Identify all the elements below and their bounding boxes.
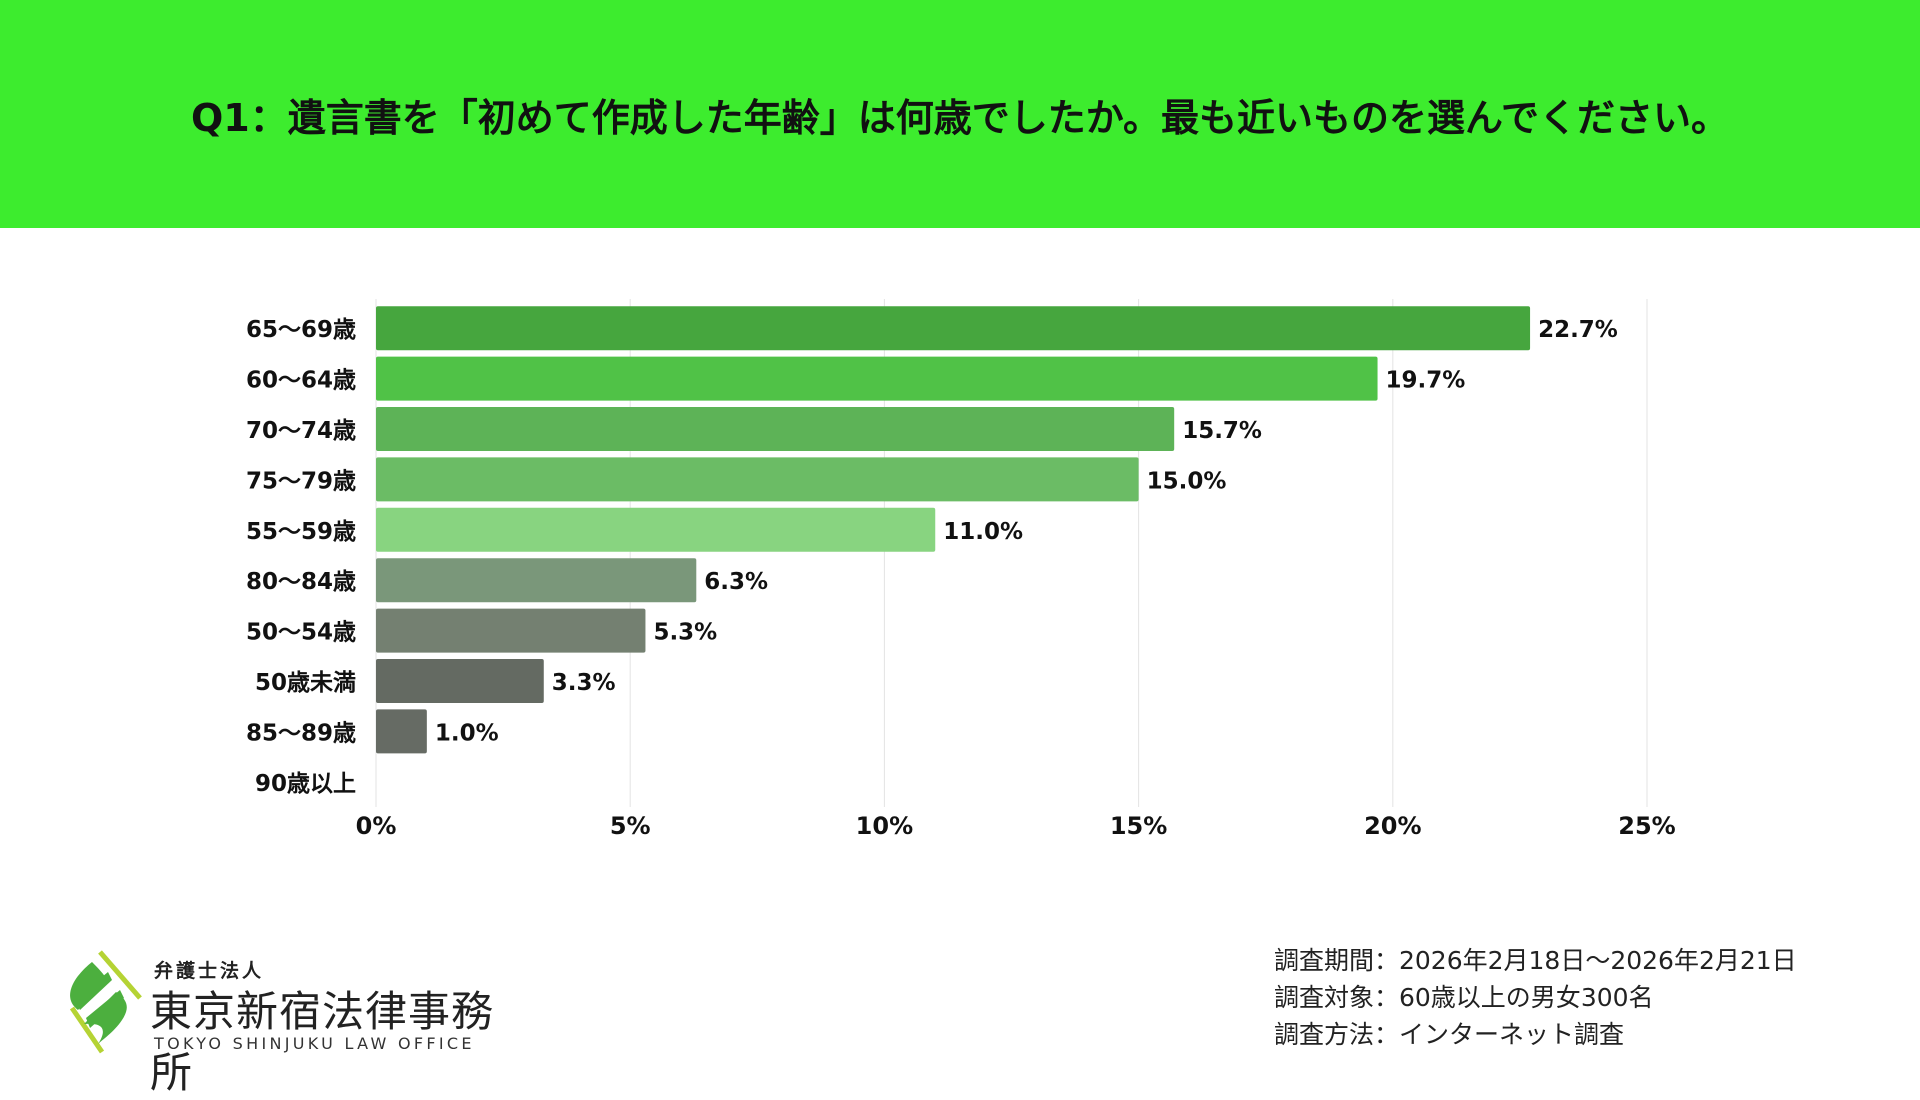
data-label: 3.3% xyxy=(552,670,616,696)
category-label: 80〜84歳 xyxy=(246,569,356,595)
x-tick-label: 25% xyxy=(1618,812,1675,840)
bar xyxy=(376,558,697,603)
question-title: Q1：遺言書を「初めて作成した年齢」は何歳でしたか。最も近いものを選んでください… xyxy=(190,95,1730,140)
x-tick-label: 15% xyxy=(1110,812,1167,840)
data-label: 5.3% xyxy=(653,620,717,646)
survey-info: 調査期間：2026年2月18日〜2026年2月21日 調査対象：60歳以上の男女… xyxy=(1274,942,1797,1053)
bar xyxy=(376,306,1531,351)
logo-english: TOKYO SHINJUKU LAW OFFICE xyxy=(154,1034,475,1053)
bar xyxy=(376,659,544,703)
category-label: 55〜59歳 xyxy=(246,519,356,545)
bar xyxy=(376,407,1175,451)
category-label: 75〜79歳 xyxy=(246,468,356,494)
bar xyxy=(376,457,1139,502)
category-label: 65〜69歳 xyxy=(246,317,356,343)
x-tick-label: 0% xyxy=(356,812,397,840)
company-logo: 弁護士法人 東京新宿法律事務所 TOKYO SHINJUKU LAW OFFIC… xyxy=(62,948,532,1097)
survey-target: 調査対象：60歳以上の男女300名 xyxy=(1274,983,1654,1012)
header-banner: Q1：遺言書を「初めて作成した年齢」は何歳でしたか。最も近いものを選んでください… xyxy=(0,0,1920,228)
bar-chart: 0% 5% 10% 15% 20% 25% 65〜69歳 22.7% 60〜64歳 19.7% 70… xyxy=(246,299,1676,840)
bar xyxy=(376,608,646,653)
data-label: 22.7% xyxy=(1538,317,1618,343)
bar xyxy=(376,507,936,552)
x-tick-label: 20% xyxy=(1364,812,1421,840)
logo-mark-icon xyxy=(69,950,142,1054)
data-label: 15.7% xyxy=(1182,418,1262,444)
data-label: 11.0% xyxy=(943,519,1023,545)
bar xyxy=(376,709,427,754)
data-label: 1.0% xyxy=(435,720,499,746)
x-tick-label: 10% xyxy=(856,812,913,840)
data-label: 15.0% xyxy=(1147,468,1227,494)
category-label: 60〜64歳 xyxy=(246,368,356,394)
bar xyxy=(376,356,1378,401)
survey-period: 調査期間：2026年2月18日〜2026年2月21日 xyxy=(1274,946,1797,975)
data-label: 19.7% xyxy=(1386,368,1466,394)
x-tick-label: 5% xyxy=(610,812,651,840)
data-label: 6.3% xyxy=(704,569,768,595)
category-label: 50歳未満 xyxy=(255,670,356,696)
category-label: 85〜89歳 xyxy=(246,720,356,746)
logo-subtitle: 弁護士法人 xyxy=(154,960,265,982)
category-label: 70〜74歳 xyxy=(246,418,356,444)
category-label: 50〜54歳 xyxy=(246,620,356,646)
survey-method: 調査方法：インターネット調査 xyxy=(1274,1020,1625,1049)
category-label: 90歳以上 xyxy=(255,771,356,797)
